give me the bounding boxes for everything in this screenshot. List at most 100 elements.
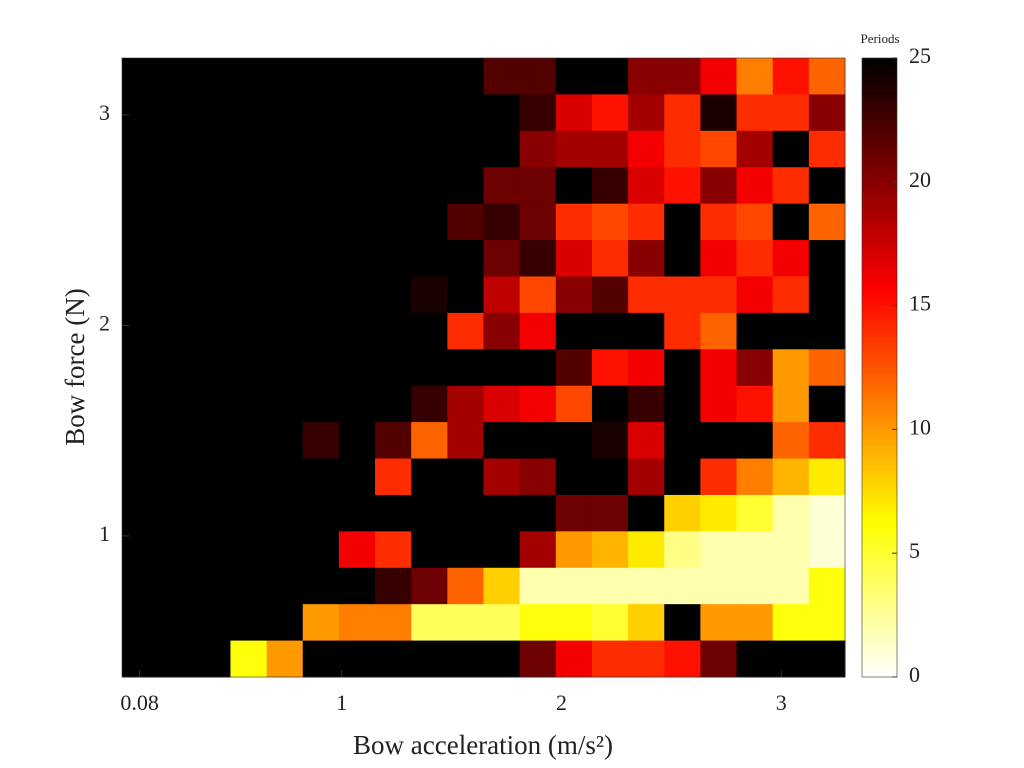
heat-cell — [122, 167, 159, 205]
heat-cell — [122, 276, 159, 314]
heat-cell — [808, 349, 846, 387]
heat-cell — [194, 312, 231, 350]
colorbar-segment — [862, 599, 897, 606]
heat-cell — [375, 604, 412, 642]
heat-cell — [338, 58, 376, 95]
x-tick-label: 2 — [556, 690, 567, 715]
heat-cell — [664, 349, 701, 387]
heat-cell — [375, 94, 412, 132]
heat-cell — [519, 604, 557, 642]
colorbar-segment — [862, 217, 897, 224]
colorbar-segment — [862, 202, 897, 209]
heat-cell — [591, 604, 629, 642]
heat-cell — [664, 240, 701, 277]
colorbar-segment — [862, 656, 897, 663]
heat-cell — [808, 240, 846, 277]
colorbar-segment — [862, 279, 897, 286]
heat-cell — [302, 312, 340, 350]
heat-cell — [591, 422, 629, 460]
y-tick-label: 2 — [99, 310, 110, 335]
heat-cell — [519, 203, 557, 241]
heat-cell — [700, 130, 738, 168]
heat-cell — [808, 58, 846, 95]
heat-cell — [736, 130, 774, 168]
heat-cell — [808, 640, 846, 678]
heat-cell — [664, 458, 701, 496]
colorbar-segment — [862, 584, 897, 590]
colorbar-segment — [862, 640, 897, 647]
heat-cell — [736, 203, 774, 241]
heat-cell — [122, 458, 159, 496]
colorbar-segment — [862, 264, 897, 270]
colorbar-segment — [862, 284, 897, 291]
heat-cell — [664, 203, 701, 241]
colorbar-segment — [862, 542, 897, 549]
heat-cell — [338, 312, 376, 350]
colorbar-segment — [862, 671, 897, 678]
colorbar-segment — [862, 604, 897, 611]
heat-cell — [338, 94, 376, 132]
heat-cell — [230, 494, 268, 532]
colorbar-segment — [862, 419, 897, 425]
heat-cell — [483, 531, 521, 569]
heat-cell — [700, 385, 738, 423]
colorbar-segment — [862, 212, 897, 219]
colorbar-segment — [862, 99, 897, 105]
heat-cell — [411, 422, 448, 460]
heat-cell — [194, 604, 231, 642]
heat-cell — [302, 130, 340, 168]
colorbar-tick-label: 10 — [909, 414, 931, 439]
heat-cell — [266, 385, 304, 423]
heat-cell — [483, 422, 521, 460]
colorbar-segment — [862, 192, 897, 198]
heat-cell — [808, 385, 846, 423]
colorbar-segment — [862, 666, 897, 673]
heat-cell — [555, 567, 593, 605]
colorbar-segment — [862, 501, 897, 508]
heat-cell — [555, 458, 593, 496]
heat-cell — [591, 130, 629, 168]
heat-cell — [700, 167, 738, 205]
colorbar-segment — [862, 475, 897, 482]
heat-cell — [302, 531, 340, 569]
heat-cell — [591, 276, 629, 314]
heat-cell — [194, 385, 231, 423]
heat-cell — [338, 167, 376, 205]
colorbar-segment — [862, 336, 897, 343]
heat-cell — [230, 458, 268, 496]
heat-cell — [483, 240, 521, 277]
heat-cell — [555, 58, 593, 95]
heat-cell — [736, 494, 774, 532]
heat-cell — [158, 58, 195, 95]
heat-cell — [555, 312, 593, 350]
heat-cell — [447, 203, 484, 241]
y-tick-label: 3 — [99, 100, 110, 125]
heat-cell — [808, 458, 846, 496]
heat-cell — [664, 531, 701, 569]
heat-cell — [519, 312, 557, 350]
heat-cell — [375, 276, 412, 314]
heat-cell — [375, 422, 412, 460]
heat-cell — [555, 94, 593, 132]
colorbar-segment — [862, 589, 897, 595]
heat-cell — [230, 312, 268, 350]
colorbar-segment — [862, 181, 897, 188]
x-tick-label: 1 — [336, 690, 347, 715]
heat-cell — [375, 531, 412, 569]
heat-cell — [338, 203, 376, 241]
colorbar-segment — [862, 615, 897, 621]
colorbar-segment — [862, 635, 897, 642]
colorbar-segment — [862, 522, 897, 528]
heat-cell — [158, 203, 195, 241]
heat-cell — [447, 567, 484, 605]
heat-cell — [375, 203, 412, 241]
heat-cell — [447, 58, 484, 95]
heat-cell — [411, 312, 448, 350]
colorbar-segment — [862, 424, 897, 430]
heat-cell — [302, 349, 340, 387]
colorbar-segment — [862, 455, 897, 461]
colorbar-segment — [862, 408, 897, 415]
heat-cell — [772, 458, 810, 496]
colorbar-segment — [862, 73, 897, 80]
